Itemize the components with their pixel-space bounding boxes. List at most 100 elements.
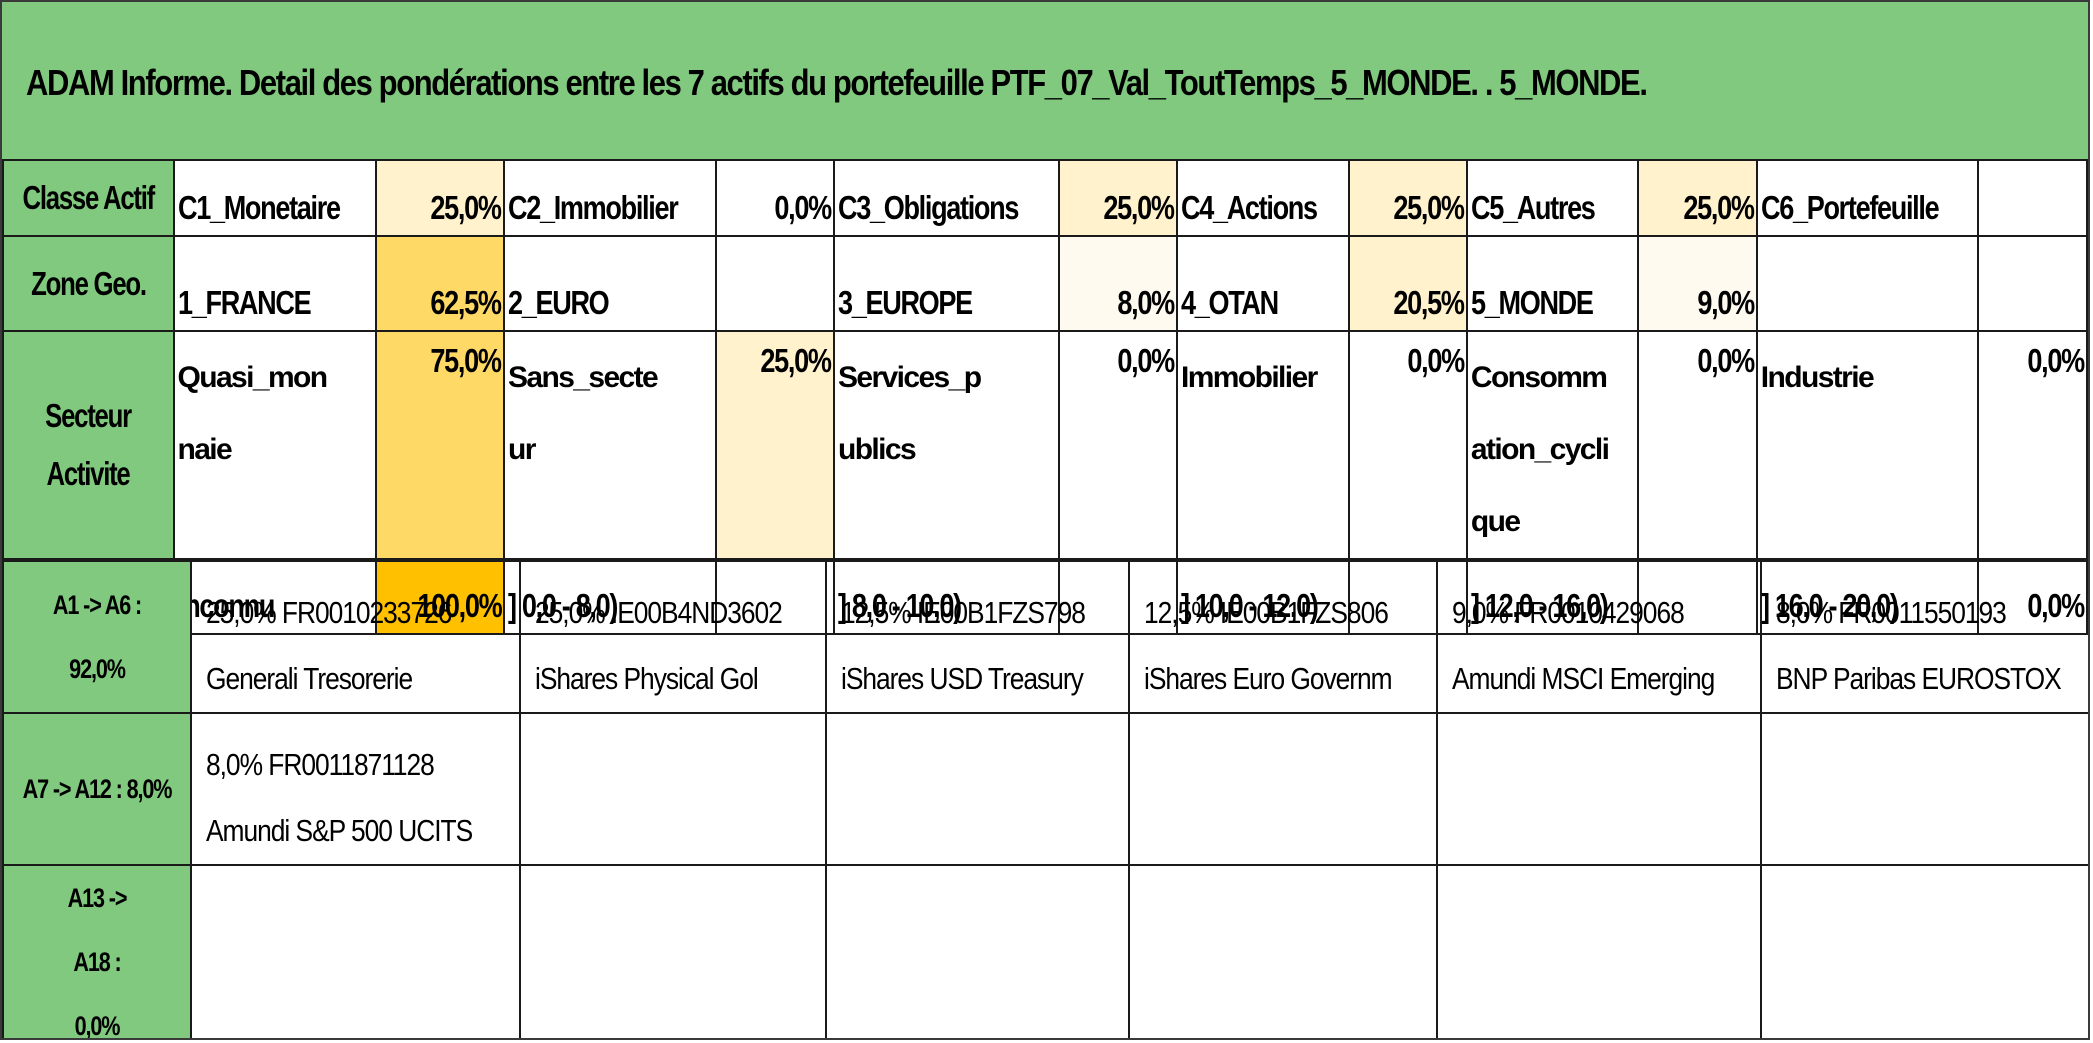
category-label-cell: Consommation_cyclique [1465, 330, 1640, 560]
asset-row: A13 -> A18 : 0,0% [2, 864, 2088, 1040]
weight-value-cell [1977, 235, 2088, 332]
weight-value-cell: 9,0% [1637, 235, 1758, 332]
asset-weight-isin: 8,0% FR0011871128 [205, 747, 435, 782]
weight-value-cell: 0,0% [1347, 330, 1468, 560]
weight-value-cell: 25,0% [714, 330, 835, 560]
category-label-cell: 4_OTAN [1175, 235, 1350, 332]
weight-value: 0,0% [774, 189, 832, 226]
weight-value: 0,0% [1697, 342, 1754, 379]
weight-value: 25,0% [1683, 189, 1755, 226]
category-label: C2_Immobilier [507, 189, 679, 226]
weight-value: 20,5% [1393, 284, 1465, 321]
category-label-cell: Services_publics [832, 330, 1060, 560]
allocation-row-zone: Zone Geo. 1_FRANCE 62,5% 2_EURO 3_EUROPE 8,0%… [2, 235, 2088, 332]
category-label-cell: C3_Obligations [832, 159, 1060, 237]
weight-value-cell: 0,0% [1057, 330, 1178, 560]
row-header-label: Secteur Activite [45, 397, 132, 492]
report-title: ADAM Informe. Detail des pondérations en… [26, 62, 1648, 103]
allocation-row-secteur: Secteur Activite Quasi_monnaie 75,0% Sans_s… [2, 330, 2088, 560]
category-label-cell: 1_FRANCE [172, 235, 377, 332]
category-label: C3_Obligations [837, 189, 1019, 226]
category-label-cell: C1_Monetaire [172, 159, 377, 237]
asset-weight-isin: 8,0% FR0011550193 [1776, 595, 2007, 630]
weight-value: 25,0% [760, 342, 832, 379]
category-label-cell: Immobilier [1175, 330, 1350, 560]
category-label: Industrie [1760, 361, 1875, 394]
category-label-cell: C4_Actions [1175, 159, 1350, 237]
weight-value-cell: 0,0% [714, 159, 835, 237]
asset-cell: 25,0% IE00B4ND3602 iShares Physical Gol [519, 560, 828, 714]
asset-name: Generali Tresorerie [205, 661, 413, 696]
weight-value-cell: 75,0% [374, 330, 505, 560]
category-label: 4_OTAN [1180, 284, 1279, 321]
category-label-cell: Quasi_monnaie [172, 330, 377, 560]
asset-cell [1435, 712, 1763, 866]
weight-value: 8,0% [1117, 284, 1175, 321]
allocation-row-classe: Classe Actif C1_Monetaire 25,0% C2_Immobili… [2, 159, 2088, 237]
asset-cell [825, 712, 1131, 866]
asset-group-header: A13 -> A18 : 0,0% [2, 864, 192, 1040]
asset-cell [519, 712, 828, 866]
title-bar: ADAM Informe. Detail des pondérations en… [2, 2, 2088, 159]
category-label: C4_Actions [1180, 189, 1318, 226]
category-label-cell: C2_Immobilier [502, 159, 717, 237]
asset-weight-isin: 12,5% IE00B1FZS806 [1144, 595, 1389, 630]
asset-cell [1760, 864, 2088, 1038]
weight-value-cell: 62,5% [374, 235, 505, 332]
row-header: Secteur Activite [2, 330, 175, 560]
weight-value: 9,0% [1697, 284, 1754, 321]
asset-cell [1128, 864, 1438, 1038]
asset-group-label: A13 -> A18 : 0,0% [67, 883, 128, 1040]
asset-cell [1760, 712, 2088, 866]
category-label: Services_publics [837, 361, 982, 466]
weight-value-cell [714, 235, 835, 332]
asset-cell [1435, 864, 1763, 1038]
asset-group-label: A7 -> A12 : 8,0% [22, 774, 173, 804]
asset-cell [1128, 712, 1438, 866]
asset-group-header: A1 -> A6 : 92,0% [2, 560, 192, 714]
asset-name: iShares USD Treasury [841, 661, 1084, 696]
asset-cell: 12,5% IE00B1FZS798 iShares USD Treasury [825, 560, 1131, 714]
weight-value-cell [1977, 159, 2088, 237]
weight-value: 62,5% [430, 284, 502, 321]
category-label-cell: C6_Portefeuille [1755, 159, 1980, 237]
category-label: C6_Portefeuille [1760, 189, 1940, 226]
asset-weight-isin: 25,0% IE00B4ND3602 [535, 595, 783, 630]
category-label-cell: 2_EURO [502, 235, 717, 332]
weight-value-cell: 25,0% [1347, 159, 1468, 237]
asset-cell [825, 864, 1131, 1038]
weight-value-cell: 0,0% [1637, 330, 1758, 560]
asset-name: Amundi S&P 500 UCITS [205, 813, 473, 848]
category-label: 3_EUROPE [837, 284, 973, 321]
category-label-cell: C5_Autres [1465, 159, 1640, 237]
asset-cell: 9,0% FR0010429068 Amundi MSCI Emerging [1435, 560, 1763, 714]
category-label: 2_EURO [507, 284, 610, 321]
category-label: Consommation_cyclique [1470, 361, 1610, 538]
asset-weight-isin: 9,0% FR0010429068 [1451, 595, 1685, 630]
row-header: Classe Actif [2, 159, 175, 237]
asset-cell [189, 864, 522, 1038]
weight-value-cell: 8,0% [1057, 235, 1178, 332]
category-label-cell: Industrie [1755, 330, 1980, 560]
asset-cell: 25,0% FR0010233726 Generali Tresorerie [189, 560, 522, 714]
category-label-cell: 3_EUROPE [832, 235, 1060, 332]
category-label: Quasi_monnaie [177, 361, 329, 466]
category-label-cell: Sans_secteur [502, 330, 717, 560]
asset-group-header: A7 -> A12 : 8,0% [2, 712, 192, 866]
asset-row: A1 -> A6 : 92,0% 25,0% FR0010233726 Genera… [2, 560, 2088, 714]
row-header-label: Zone Geo. [30, 264, 147, 302]
category-label: 1_FRANCE [177, 284, 312, 321]
category-label: Immobilier [1180, 361, 1318, 394]
row-header-label: Classe Actif [22, 179, 156, 217]
weight-value: 25,0% [430, 189, 502, 226]
weight-value-cell: 0,0% [1977, 330, 2088, 560]
allocation-table: Classe Actif C1_Monetaire 25,0% C2_Immobili… [2, 159, 2088, 635]
asset-weights-table: A1 -> A6 : 92,0% 25,0% FR0010233726 Genera… [2, 560, 2088, 1040]
asset-cell: 8,0% FR0011550193 BNP Paribas EUROSTOX [1760, 560, 2088, 714]
asset-weight-isin: 25,0% FR0010233726 [205, 595, 452, 630]
weight-value-cell: 25,0% [1057, 159, 1178, 237]
category-label: C5_Autres [1470, 189, 1596, 226]
asset-name: BNP Paribas EUROSTOX [1776, 661, 2062, 696]
weight-value: 75,0% [430, 342, 502, 379]
